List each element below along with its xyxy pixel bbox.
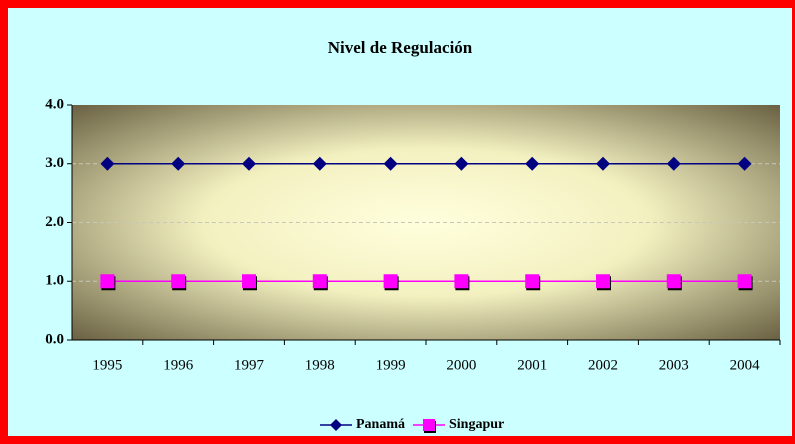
marker-square xyxy=(171,274,186,289)
marker-diamond xyxy=(171,156,186,171)
marker-square xyxy=(423,419,435,431)
marker-square xyxy=(242,274,256,289)
marker-square xyxy=(100,274,115,289)
y-tick-label: 3.0 xyxy=(45,155,64,171)
legend-label: Singapur xyxy=(449,417,504,432)
chart-title: Nivel de Regulación xyxy=(328,38,473,57)
y-tick-label: 2.0 xyxy=(45,214,64,230)
marker-diamond xyxy=(454,156,469,171)
marker-square xyxy=(596,274,610,289)
marker-diamond xyxy=(312,156,327,171)
x-tick-label: 1998 xyxy=(305,357,335,373)
marker-square xyxy=(525,274,540,289)
x-tick-label: 1999 xyxy=(376,357,406,373)
y-tick-label: 0.0 xyxy=(45,331,64,347)
marker-diamond xyxy=(242,156,256,171)
x-tick-label: 2002 xyxy=(588,357,618,373)
x-tick-label: 2003 xyxy=(659,357,689,373)
marker-diamond xyxy=(737,156,752,171)
marker-diamond xyxy=(100,156,115,171)
marker-diamond xyxy=(525,156,540,171)
x-tick-label: 1995 xyxy=(92,357,122,373)
marker-diamond xyxy=(383,156,398,171)
x-tick-label: 2000 xyxy=(446,357,476,373)
y-tick-label: 4.0 xyxy=(45,96,64,112)
marker-square xyxy=(454,274,469,289)
marker-square xyxy=(312,274,327,289)
marker-diamond xyxy=(596,156,610,171)
y-tick-label: 1.0 xyxy=(45,273,64,289)
marker-square xyxy=(383,274,398,289)
marker-square xyxy=(666,274,681,289)
legend-label: Panamá xyxy=(356,417,405,432)
x-tick-label: 1997 xyxy=(234,357,265,373)
marker-diamond xyxy=(666,156,681,171)
x-tick-label: 1996 xyxy=(163,357,194,373)
marker-square xyxy=(737,274,752,289)
x-tick-label: 2001 xyxy=(517,357,547,373)
marker-diamond xyxy=(330,419,342,431)
x-tick-label: 2004 xyxy=(730,357,761,373)
